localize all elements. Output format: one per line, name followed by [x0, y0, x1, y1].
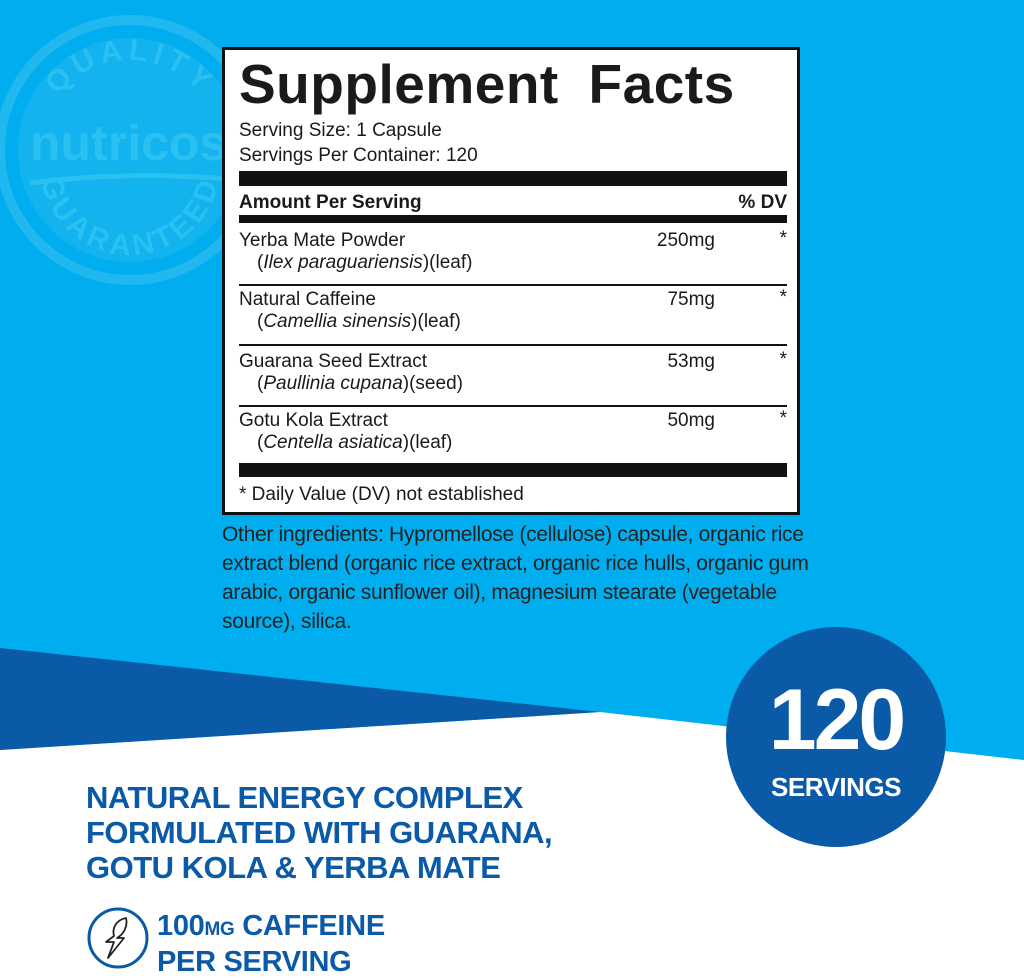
- ingredient-row: Gotu Kola Extract (Centella asiatica)(le…: [239, 406, 787, 466]
- footnote: * Daily Value (DV) not established: [239, 484, 524, 505]
- ingredient-source: (Ilex paraguariensis)(leaf): [257, 252, 473, 273]
- ingredient-row: Natural Caffeine (Camellia sinensis)(lea…: [239, 285, 787, 345]
- row-divider: [239, 344, 787, 346]
- tagline: NATURAL ENERGY COMPLEX FORMULATED WITH G…: [86, 780, 553, 885]
- ingredient-name: Yerba Mate Powder: [239, 230, 406, 251]
- ingredient-dv: *: [779, 349, 787, 370]
- ingredient-dv: *: [779, 408, 787, 429]
- caffeine-claim: 100MG CAFFEINE PER SERVING: [157, 910, 385, 978]
- ingredient-amount: 75mg: [667, 289, 715, 310]
- ingredient-amount: 50mg: [667, 410, 715, 431]
- amount-per-serving-label: Amount Per Serving: [239, 192, 422, 213]
- dv-label: % DV: [738, 192, 787, 213]
- other-ingredients: Other ingredients: Hypromellose (cellulo…: [222, 523, 809, 633]
- amount-header: Amount Per Serving % DV: [239, 192, 787, 214]
- ingredient-source: (Centella asiatica)(leaf): [257, 432, 453, 453]
- quality-seal-watermark: QUALITY GUARANTEED nutricost: [0, 15, 260, 285]
- ingredient-row: Guarana Seed Extract (Paullinia cupana)(…: [239, 347, 787, 407]
- supplement-facts-panel: Supplement Facts Serving Size: 1 Capsule…: [222, 47, 800, 515]
- ingredient-amount: 53mg: [667, 351, 715, 372]
- thick-divider: [239, 463, 787, 477]
- ingredient-name: Guarana Seed Extract: [239, 351, 427, 372]
- ingredient-amount: 250mg: [656, 230, 715, 251]
- servings-per-container: Servings Per Container: 120: [239, 145, 478, 166]
- servings-badge: 120 SERVINGS: [726, 627, 946, 847]
- caffeine-unit: MG: [204, 919, 235, 940]
- row-divider: [239, 284, 787, 286]
- ingredient-source: (Paullinia cupana)(seed): [257, 373, 463, 394]
- serving-size: Serving Size: 1 Capsule: [239, 120, 442, 141]
- lightning-leaf-icon: [87, 907, 149, 969]
- servings-number: 120: [768, 672, 907, 768]
- tagline-line: FORMULATED WITH GUARANA,: [86, 815, 553, 850]
- svg-text:nutricost: nutricost: [30, 115, 244, 171]
- medium-divider: [239, 215, 787, 223]
- tagline-line: NATURAL ENERGY COMPLEX: [86, 780, 523, 815]
- ingredient-row: Yerba Mate Powder (Ilex paraguariensis)(…: [239, 226, 787, 286]
- tagline-line: GOTU KOLA & YERBA MATE: [86, 850, 501, 885]
- ingredient-source: (Camellia sinensis)(leaf): [257, 311, 461, 332]
- caffeine-amount: 100: [157, 910, 205, 942]
- ingredient-name: Natural Caffeine: [239, 289, 376, 310]
- row-divider: [239, 405, 787, 407]
- servings-label: SERVINGS: [771, 772, 901, 802]
- thick-divider: [239, 171, 787, 186]
- ingredient-dv: *: [779, 228, 787, 249]
- ingredient-dv: *: [779, 287, 787, 308]
- caffeine-per-serving: PER SERVING: [157, 946, 352, 978]
- dark-blue-wedge: [0, 648, 600, 750]
- caffeine-label: CAFFEINE: [234, 910, 385, 942]
- facts-title: Supplement Facts: [239, 53, 735, 115]
- ingredient-name: Gotu Kola Extract: [239, 410, 388, 431]
